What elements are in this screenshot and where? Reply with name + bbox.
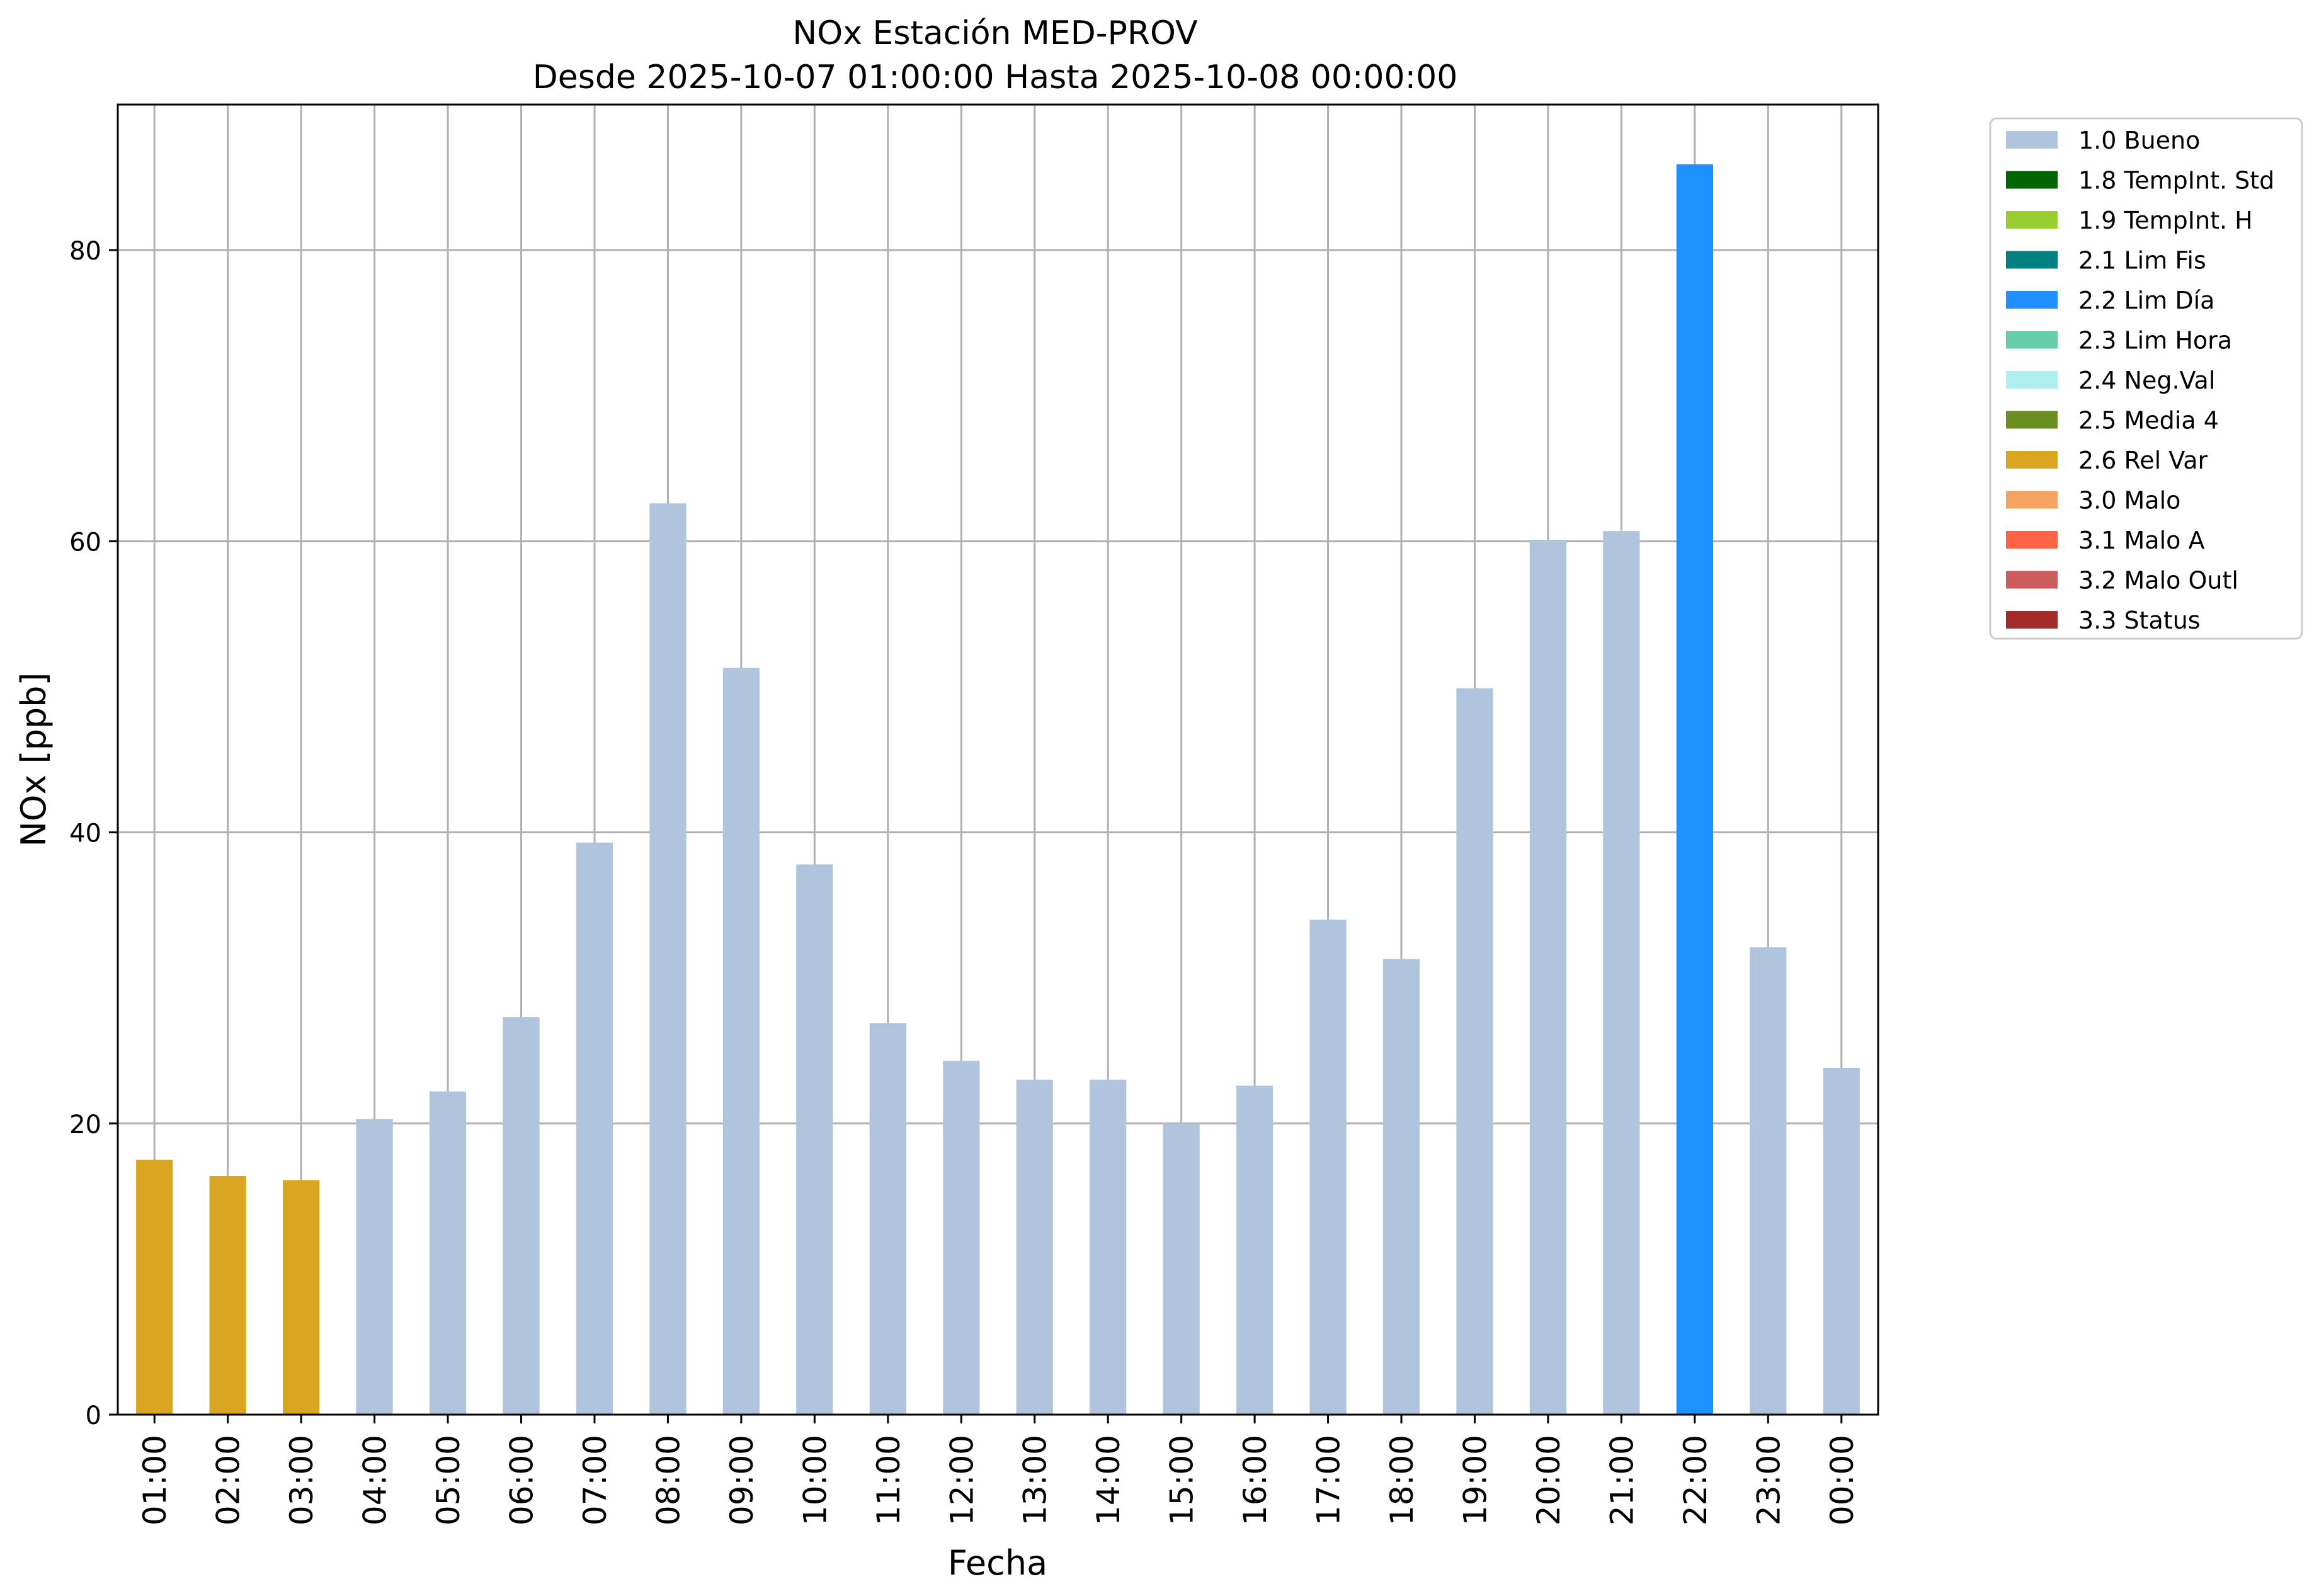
bar-19:00 [1456, 688, 1493, 1415]
legend-swatch [2006, 211, 2058, 229]
bar-series [136, 164, 1860, 1415]
x-tick-label: 10:00 [797, 1435, 833, 1525]
y-axis-ticks: 0 20 40 60 80 [69, 237, 118, 1430]
bar-11:00 [869, 1023, 906, 1415]
legend-frame [1989, 117, 2303, 640]
x-tick-label: 16:00 [1237, 1435, 1273, 1525]
bar-23:00 [1750, 947, 1787, 1415]
x-tick-label: 01:00 [137, 1435, 173, 1525]
legend-swatch [2006, 251, 2058, 269]
bar-07:00 [576, 842, 613, 1415]
legend-swatch [2006, 371, 2058, 389]
y-tick-label: 80 [69, 237, 101, 266]
bar-01:00 [136, 1160, 173, 1415]
legend-swatch [2006, 451, 2058, 469]
bar-13:00 [1016, 1080, 1053, 1415]
legend-swatch [2006, 131, 2058, 149]
bar-17:00 [1309, 920, 1347, 1415]
legend: 1.0 Bueno 1.8 TempInt. Std 1.9 TempInt. H 2… [1989, 117, 2303, 640]
legend-swatch [2006, 331, 2058, 349]
legend-item-label: 2.2 Lim Día [2078, 287, 2214, 314]
bar-09:00 [722, 668, 760, 1415]
x-tick-label: 23:00 [1750, 1435, 1787, 1525]
x-tick-label: 14:00 [1090, 1435, 1127, 1525]
x-tick-label: 05:00 [430, 1435, 467, 1525]
chart-title: NOx Estación MED-PROV [792, 14, 1198, 52]
x-tick-label: 12:00 [943, 1435, 980, 1525]
bar-06:00 [503, 1017, 540, 1415]
x-tick-label: 08:00 [650, 1435, 687, 1525]
legend-item-label: 2.3 Lim Hora [2078, 327, 2232, 355]
legend-swatch [2006, 571, 2058, 589]
x-tick-label: 06:00 [504, 1435, 540, 1525]
x-tick-label: 03:00 [283, 1435, 320, 1525]
x-tick-label: 21:00 [1604, 1435, 1640, 1525]
x-tick-label: 00:00 [1824, 1435, 1860, 1525]
legend-swatch [2006, 491, 2058, 509]
legend-item-label: 3.2 Malo Outl [2078, 567, 2238, 595]
y-axis-label: NOx [ppb] [14, 673, 54, 847]
bar-20:00 [1529, 540, 1567, 1415]
bar-04:00 [356, 1119, 393, 1415]
plot-frame [117, 103, 1879, 1416]
legend-swatch [2006, 611, 2058, 629]
legend-swatch [2006, 411, 2058, 429]
bar-12:00 [943, 1061, 980, 1415]
legend-item-label: 1.9 TempInt. H [2078, 207, 2253, 234]
legend-item-label: 1.0 Bueno [2078, 127, 2200, 154]
legend-swatch [2006, 291, 2058, 309]
legend-item-label: 2.6 Rel Var [2078, 447, 2208, 474]
legend-item-label: 2.5 Media 4 [2078, 407, 2219, 435]
bar-22:00 [1676, 164, 1713, 1415]
legend-item-label: 3.1 Malo A [2078, 527, 2204, 554]
bar-08:00 [649, 503, 687, 1415]
bar-16:00 [1236, 1085, 1273, 1415]
legend-swatch [2006, 171, 2058, 189]
bar-00:00 [1823, 1068, 1860, 1415]
x-tick-label: 09:00 [724, 1435, 760, 1525]
x-tick-label: 07:00 [577, 1435, 613, 1525]
bar-18:00 [1382, 959, 1420, 1415]
bar-14:00 [1090, 1080, 1127, 1415]
x-tick-label: 19:00 [1457, 1435, 1493, 1525]
x-axis-ticks: 01:00 02:00 03:00 04:00 05:00 06:00 07:00 08:00… [137, 1415, 1860, 1525]
bar-15:00 [1163, 1123, 1200, 1415]
x-tick-label: 02:00 [210, 1435, 247, 1525]
x-axis-label: Fecha [948, 1543, 1047, 1583]
y-tick-label: 0 [86, 1401, 101, 1430]
legend-item-label: 2.4 Neg.Val [2078, 367, 2215, 394]
bar-02:00 [209, 1175, 246, 1415]
legend-item-label: 1.8 TempInt. Std [2078, 167, 2274, 195]
x-tick-label: 15:00 [1164, 1435, 1200, 1525]
legend-item-label: 3.3 Status [2078, 607, 2201, 634]
x-tick-label: 20:00 [1530, 1435, 1567, 1525]
legend-swatch [2006, 531, 2058, 549]
legend-item-label: 3.0 Malo [2078, 487, 2180, 515]
bar-21:00 [1603, 531, 1640, 1415]
bar-05:00 [429, 1091, 467, 1415]
x-tick-label: 18:00 [1384, 1435, 1420, 1525]
y-tick-label: 20 [69, 1110, 101, 1139]
x-tick-label: 04:00 [357, 1435, 394, 1525]
x-tick-label: 11:00 [870, 1435, 907, 1525]
bar-10:00 [796, 864, 833, 1415]
y-tick-label: 40 [69, 819, 101, 848]
bar-03:00 [283, 1180, 320, 1415]
chart-subtitle: Desde 2025-10-07 01:00:00 Hasta 2025-10-… [533, 59, 1458, 96]
x-tick-label: 22:00 [1677, 1435, 1714, 1525]
x-tick-label: 17:00 [1311, 1435, 1347, 1525]
y-tick-label: 60 [69, 528, 101, 557]
legend-item-label: 2.1 Lim Fis [2078, 247, 2206, 275]
x-tick-label: 13:00 [1017, 1435, 1054, 1525]
